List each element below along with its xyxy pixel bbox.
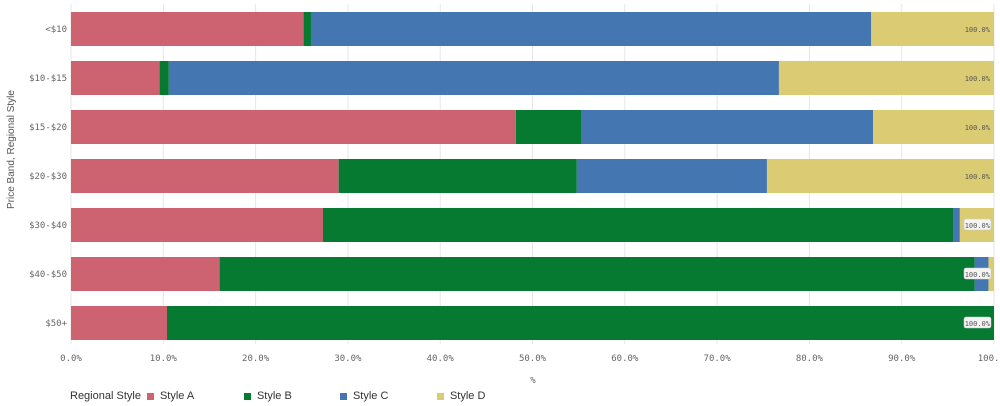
x-tick-label: 50.0% [519,354,547,364]
bar-style-a-40-50[interactable] [71,257,220,291]
data-label: 100.0% [965,222,991,230]
legend-item-style-d[interactable]: Style D [436,390,507,402]
y-tick-label: $10-$15 [29,74,67,84]
y-tick-label: $50+ [45,319,67,329]
data-label-box [963,218,992,231]
x-tick-label: 0.0% [60,354,82,364]
legend-item-style-b[interactable]: Style B [243,390,340,402]
x-tick-label: 80.0% [796,354,824,364]
bar-style-a-20-30[interactable] [71,159,339,193]
x-tick-label: 70.0% [704,354,732,364]
bar-style-a-15-20[interactable] [71,110,516,144]
bar-style-c-15-20[interactable] [581,110,874,144]
y-tick-label: $30-$40 [29,221,67,231]
data-label: 100.0% [965,320,991,328]
legend-item-style-a[interactable]: Style A [146,390,244,402]
bars [71,12,994,340]
bar-style-d-20-30[interactable] [766,159,994,193]
data-label-box [963,267,992,280]
bar-style-c-10-15[interactable] [168,61,779,95]
data-label: 100.0% [965,173,991,181]
bar-style-a-30-40[interactable] [71,208,323,242]
x-tick-label: 30.0% [334,354,362,364]
x-tick-label: 40.0% [427,354,455,364]
bar-style-b-10[interactable] [303,12,311,46]
legend-swatch-icon [243,392,251,400]
data-labels: 100.0% 100.0% 100.0% 100.0% 100.0% 100.0% 100.… [963,26,992,329]
bar-style-b-40-50[interactable] [219,257,975,291]
y-tick-label: $15-$20 [29,123,67,133]
x-tick-label: 100.0% [978,354,1000,364]
bar-style-d-15-20[interactable] [873,110,994,144]
x-tick-label: 90.0% [888,354,916,364]
legend-label: Style A [159,390,195,402]
legend-label: Style D [449,390,486,402]
legend: Regional Style Style A Style B Style C S… [70,386,507,406]
data-label: 100.0% [965,124,991,132]
bar-style-b-15-20[interactable] [515,110,582,144]
y-tick-label: $40-$50 [29,270,67,280]
data-label: 100.0% [965,271,991,279]
bar-style-b-10-15[interactable] [159,61,169,95]
data-label: 100.0% [965,75,991,83]
x-axis-title: % [530,376,536,386]
data-label: 100.0% [965,26,991,34]
y-tick-label: $20-$30 [29,172,67,182]
legend-label: Style C [352,390,389,402]
bar-style-b-20-30[interactable] [338,159,577,193]
y-axis-title: Price Band, Regional Style [6,90,17,210]
bar-style-a-50[interactable] [71,306,167,340]
bar-style-b-30-40[interactable] [322,208,954,242]
bar-style-c-10[interactable] [310,12,872,46]
x-tick-label: 60.0% [611,354,639,364]
bar-style-b-50[interactable] [166,306,994,340]
bar-style-c-20-30[interactable] [576,159,767,193]
x-tick-labels: 0.0% 10.0% 20.0% 30.0% 40.0% 50.0% 60.0% 70.0% 8… [60,354,1000,364]
bar-style-a-10[interactable] [71,12,304,46]
legend-title: Regional Style [70,390,141,402]
bar-style-d-10-15[interactable] [778,61,994,95]
y-tick-label: <$10 [45,25,67,35]
data-label-box [963,316,992,329]
bar-style-c-30-40[interactable] [953,208,960,242]
legend-item-style-c[interactable]: Style C [339,390,437,402]
legend-swatch-icon [339,392,347,400]
legend-swatch-icon [146,392,154,400]
y-tick-labels: <$10 $10-$15 $15-$20 $20-$30 $30-$40 $40-$50 $… [29,25,68,329]
x-tick-label: 20.0% [242,354,270,364]
legend-label: Style B [256,390,292,402]
legend-swatch-icon [436,392,444,400]
x-tick-label: 10.0% [150,354,178,364]
bar-style-a-10-15[interactable] [71,61,160,95]
bar-style-d-10[interactable] [871,12,994,46]
